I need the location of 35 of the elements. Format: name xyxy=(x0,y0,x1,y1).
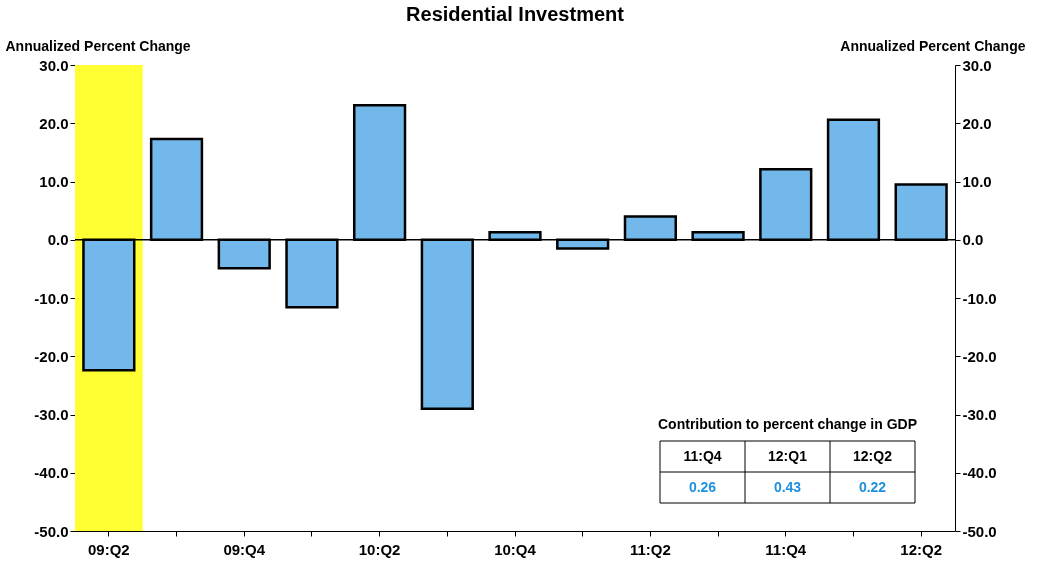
y2-tick-label: -30.0 xyxy=(962,406,997,423)
y2-tick-label: 10.0 xyxy=(962,173,992,190)
annotation: Contribution to percent change in GDP xyxy=(658,416,917,432)
y-tick-label: -20.0 xyxy=(34,347,69,365)
annotation: 0.26 xyxy=(688,478,717,495)
y2-tick-label: 0.0 xyxy=(962,231,984,249)
x-tick-label: 09:Q4 xyxy=(223,540,266,558)
y2-tick-label: 30.0 xyxy=(962,56,992,74)
x-tick-label: 10:Q2 xyxy=(358,540,401,558)
y2-tick-label: -40.0 xyxy=(962,464,997,482)
x-tick-label: 12:Q2 xyxy=(900,540,943,558)
x-tick-label: 11:Q2 xyxy=(629,540,671,558)
y-axis-title: Annualized Percent Change xyxy=(5,37,191,54)
y2-tick-label: -20.0 xyxy=(962,347,997,365)
annotation: 12:Q2 xyxy=(853,447,893,464)
y2-tick-label: -10.0 xyxy=(962,289,997,307)
x-tick-label: 11:Q4 xyxy=(765,540,807,558)
annotation: 12:Q1 xyxy=(768,447,808,464)
y-tick-label: 20.0 xyxy=(39,114,69,132)
y-tick-label: -50.0 xyxy=(34,522,69,540)
y-tick-label: -10.0 xyxy=(34,289,69,307)
y-tick-label: 30.0 xyxy=(39,56,69,74)
annotation: 0.43 xyxy=(773,478,802,495)
chart-title: Residential Investment xyxy=(406,3,625,25)
annotation: 11:Q4 xyxy=(683,447,722,464)
y-tick-label: -40.0 xyxy=(34,464,69,482)
y2-tick-label: -50.0 xyxy=(962,522,997,540)
x-tick-label: 10:Q4 xyxy=(494,540,537,558)
x-tick-label: 09:Q2 xyxy=(87,540,130,558)
y-tick-label: 0.0 xyxy=(47,231,69,249)
y2-tick-label: 20.0 xyxy=(962,114,992,132)
y-tick-label: 10.0 xyxy=(39,173,69,190)
y2-axis-title: Annualized Percent Change xyxy=(840,37,1026,54)
annotation: 0.22 xyxy=(858,478,887,495)
y-tick-label: -30.0 xyxy=(34,406,69,423)
